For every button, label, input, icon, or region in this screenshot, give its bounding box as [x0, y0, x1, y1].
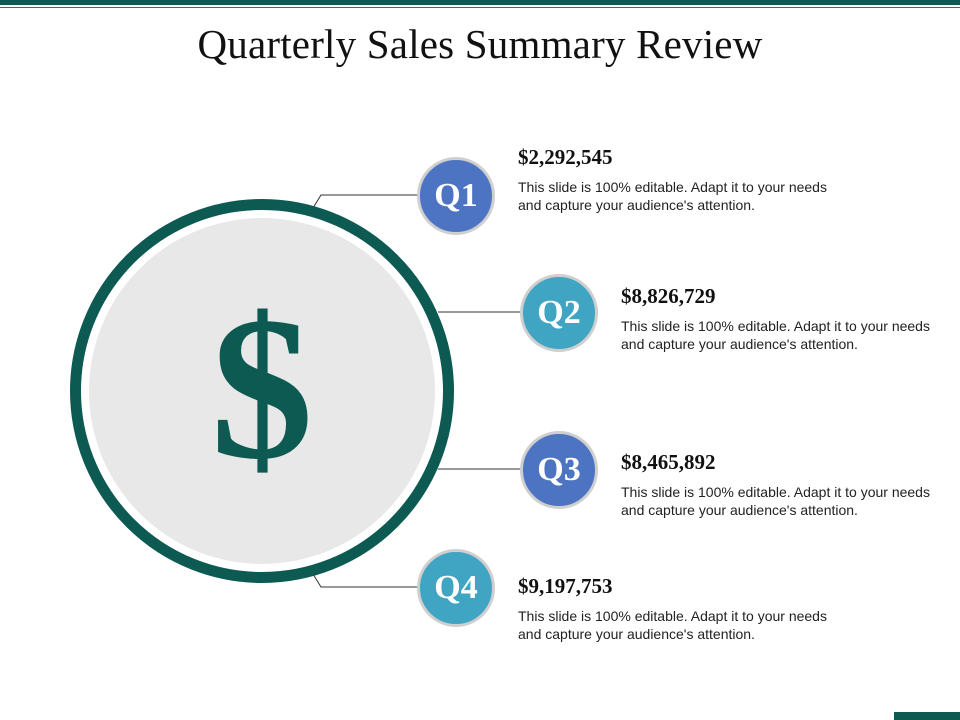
bottom-accent-tab [894, 712, 960, 720]
dollar-circle: $ [70, 199, 454, 583]
q1-badge: Q1 [417, 157, 495, 235]
q3-description: This slide is 100% editable. Adapt it to… [621, 484, 930, 518]
q4-amount: $9,197,753 [518, 574, 613, 598]
connector-q4 [312, 573, 418, 588]
q2-amount: $8,826,729 [621, 284, 716, 308]
dollar-sign-icon: $ [210, 274, 314, 502]
dollar-circle-inner: $ [89, 218, 435, 564]
connector-q1 [312, 194, 418, 209]
q1-badge-label: Q1 [434, 177, 478, 214]
q1-info: $2,292,545 This slide is 100% editable. … [518, 145, 828, 214]
q3-badge-label: Q3 [537, 451, 581, 488]
q4-info: $9,197,753 This slide is 100% editable. … [518, 574, 828, 643]
q1-amount: $2,292,545 [518, 145, 613, 169]
q3-badge: Q3 [520, 431, 598, 509]
q4-badge-label: Q4 [434, 569, 478, 606]
q3-info: $8,465,892 This slide is 100% editable. … [621, 450, 931, 519]
q2-badge-label: Q2 [537, 294, 581, 331]
top-accent-bar [0, 0, 960, 5]
q3-amount: $8,465,892 [621, 450, 716, 474]
q2-description: This slide is 100% editable. Adapt it to… [621, 318, 930, 352]
page-title: Quarterly Sales Summary Review [197, 21, 763, 67]
q2-info: $8,826,729 This slide is 100% editable. … [621, 284, 931, 353]
q2-badge: Q2 [520, 274, 598, 352]
top-accent-line [0, 7, 960, 8]
q4-description: This slide is 100% editable. Adapt it to… [518, 608, 827, 642]
q1-description: This slide is 100% editable. Adapt it to… [518, 179, 827, 213]
q4-badge: Q4 [417, 549, 495, 627]
